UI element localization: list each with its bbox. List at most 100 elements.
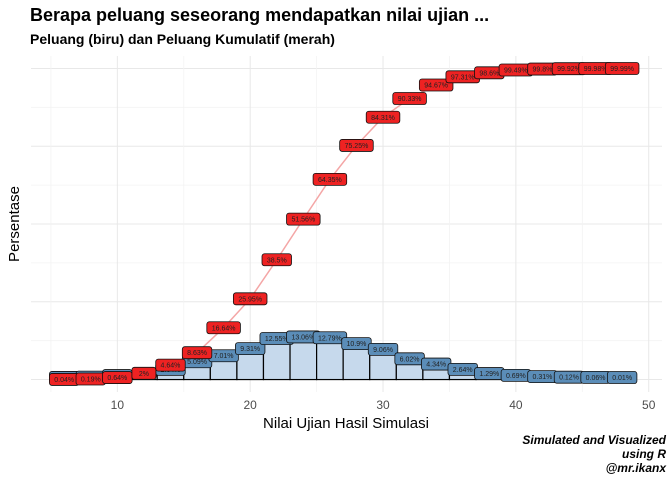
probability-label-text: 4.34% [426,362,446,369]
cumulative-label-text: 38.5% [267,257,287,264]
probability-bar [369,350,397,381]
probability-label-text: 13.06% [291,334,315,341]
x-tick-label: 20 [244,398,258,412]
cumulative-label: 64.35% [312,172,348,186]
cumulative-label-text: 99.92% [557,66,581,73]
chart-subtitle: Peluang (biru) dan Peluang Kumulatif (me… [30,31,335,47]
cumulative-label-text: 99.49% [504,68,528,75]
cumulative-label: 94.67% [418,78,454,92]
cumulative-label-text: 75.25% [345,143,369,150]
probability-label: 0.12% [553,370,585,384]
probability-labels: 0.04%0.15%0.64%2.64%5.09%7.01%9.31%12.55… [49,330,638,384]
probability-label: 0.31% [527,370,558,383]
probability-label-text: 10.9% [347,341,367,348]
cumulative-label-text: 25.95% [238,296,262,303]
cumulative-label-box [131,366,157,380]
cumulative-label: 99.98% [578,62,613,75]
caption-line: @mr.ikanx [605,461,666,475]
cumulative-label-text: 94.67% [424,83,448,90]
cumulative-label-box [206,321,241,335]
cumulative-label-box [286,212,321,226]
probability-label-text: 9.06% [373,347,393,354]
x-axis-title: Nilai Ujian Hasil Simulasi [263,415,429,432]
probability-label: 2.64% [447,362,478,376]
cumulative-label-text: 8.63% [187,350,207,357]
x-tick-label: 50 [642,398,656,412]
cumulative-label-box [181,346,213,360]
probability-label: 12.55% [259,332,294,345]
cumulative-label: 0.04% [49,373,80,386]
cumulative-label-text: 97.31% [451,74,475,81]
cumulative-label-box [232,292,268,306]
cumulative-label: 0.19% [75,372,106,386]
caption: Simulated and Visualized using R @mr.ika… [522,433,666,475]
probability-label-text: 9.31% [240,346,260,353]
probability-bar [262,339,291,381]
cumulative-label: 75.25% [339,139,374,152]
probability-label: 0.06% [580,370,611,384]
cumulative-label: 25.95% [232,292,268,306]
cumulative-label-box [604,62,640,75]
cumulative-label-box [418,78,454,92]
probability-label-text: 0.01% [612,375,632,382]
cumulative-label: 84.31% [365,110,401,124]
cumulative-label-box [312,172,348,186]
probability-label: 9.06% [367,342,399,356]
cumulative-label-box [392,92,427,105]
probability-label-text: 2.64% [453,367,473,374]
probability-label-text: 12.79% [318,335,342,342]
cumulative-label: 8.63% [181,346,213,360]
cumulative-label: 99.99% [604,62,640,75]
probability-label: 7.01% [208,349,239,363]
probability-label-box [606,371,638,384]
cumulative-label-text: 0.04% [54,377,74,384]
cumulative-label-text: 90.33% [398,96,422,103]
cumulative-label-text: 2% [139,371,149,378]
cumulative-label-text: 0.64% [107,375,127,382]
cumulative-label: 90.33% [392,92,427,105]
probability-label-box [235,342,266,355]
cumulative-label: 0.64% [102,371,133,384]
cumulative-label-text: 0.19% [81,376,101,383]
cumulative-label-box [339,139,374,152]
probability-bar [316,339,344,381]
probability-label-text: 0.69% [506,373,526,380]
chart-title: Berapa peluang seseorang mendapatkan nil… [30,5,490,25]
cumulative-label: 51.56% [286,212,321,226]
probability-label-text: 0.06% [586,375,606,382]
caption-line: Simulated and Visualized [522,433,666,447]
probability-label-text: 6.02% [400,356,420,363]
probability-label: 0.69% [500,369,532,382]
probability-label: 1.29% [474,367,505,380]
probability-label: 6.02% [394,352,425,366]
cumulative-label: 2% [131,366,157,380]
probability-bar [289,338,318,381]
cumulative-label-text: 84.31% [371,115,395,122]
cumulative-label-text: 99.99% [610,66,634,73]
x-tick-label: 40 [509,398,523,412]
probability-label: 0.01% [606,371,638,384]
cumulative-label-text: 4.64% [161,363,181,370]
cumulative-label-text: 64.35% [318,177,342,184]
cumulative-labels: 0.04% 0.19% 0.64% 2% 4.64% 8.63% 16.64% 25.95% 3… [49,62,640,386]
probability-label-box [367,342,399,356]
cumulative-label: 16.64% [206,321,241,335]
x-tick-label: 10 [111,398,125,412]
cumulative-label-text: 51.56% [291,217,315,224]
x-tick-label: 30 [376,398,390,412]
cumulative-label: 38.5% [261,253,292,267]
probability-label-text: 12.55% [265,336,289,343]
probability-label-text: 1.29% [479,371,499,378]
probability-label-text: 0.12% [559,375,579,382]
probability-label: 10.9% [341,337,372,351]
cumulative-label-box [155,358,186,372]
probability-label: 4.34% [421,357,452,371]
cumulative-label-box [261,253,292,267]
cumulative-label-text: 16.64% [212,325,236,332]
y-axis-title: Persentase [6,186,23,262]
probability-label-text: 0.31% [533,374,553,381]
cumulative-label-text: 98.6% [479,70,499,77]
cumulative-label-text: 99.98% [584,66,608,73]
probability-bar [342,345,371,381]
